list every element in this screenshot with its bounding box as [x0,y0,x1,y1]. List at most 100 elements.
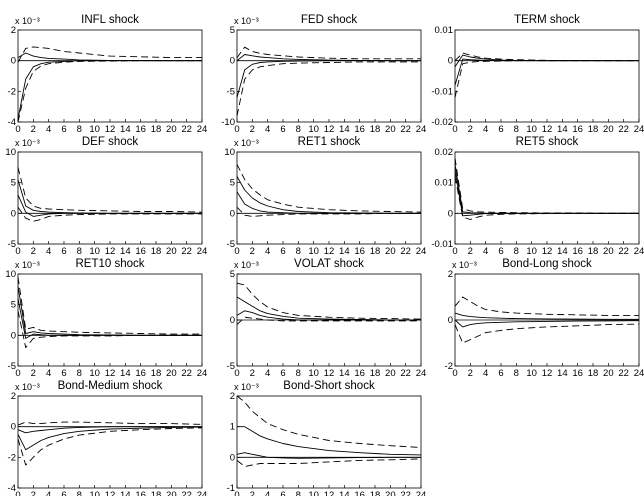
x-tick-label: 2 [468,246,473,257]
x-tick-label: 18 [151,246,162,257]
x-tick-label: 20 [166,246,177,257]
y-tick-label: 1 [230,422,235,433]
x-tick-label: 4 [483,368,488,379]
x-tick-label: 2 [250,490,255,496]
x-tick-label: 6 [280,124,285,135]
solid-series-line-2 [236,176,421,214]
y-tick-label: -0.01 [431,86,453,97]
y-tick-label: 5 [230,25,235,36]
y-tick-label: -10 [221,117,235,128]
x-tick-label: 0 [234,246,239,257]
y-tick-label: -5 [8,239,16,250]
x-tick-label: 2 [250,246,255,257]
solid-series-line-3 [17,298,202,339]
y-tick-label: 5 [11,300,16,311]
x-tick-label: 2 [468,124,473,135]
dashed-series-line-4 [236,206,421,217]
dashed-series-line-1 [17,46,202,63]
axis-exponent-label: x 10⁻³ [234,16,259,26]
x-tick-label: 10 [89,490,100,496]
x-tick-label: 14 [120,368,131,379]
chart-title: Bond-Short shock [283,380,375,392]
x-tick-label: 16 [354,490,365,496]
x-tick-label: 0 [234,124,239,135]
axis-exponent-label: x 10⁻³ [234,382,259,392]
x-tick-label: 0 [452,124,457,135]
axis-exponent-label: x 10⁻³ [234,138,259,148]
x-tick-label: 20 [385,246,396,257]
x-tick-label: 4 [265,490,270,496]
dashed-series-line-4 [236,61,421,116]
x-tick-label: 16 [572,368,583,379]
x-tick-label: 6 [498,124,503,135]
x-tick-label: 2 [31,368,36,379]
x-tick-label: 4 [46,124,51,135]
y-tick-label: 2 [230,391,235,402]
x-tick-label: 12 [542,246,553,257]
x-tick-label: 24 [634,124,644,135]
x-tick-label: 10 [308,490,319,496]
x-tick-label: 22 [618,368,629,379]
dashed-series-line-1 [236,164,422,213]
y-tick-label: 0 [448,208,453,219]
y-tick-label: 0 [230,56,235,67]
axis-exponent-label: x 10⁻³ [234,260,259,270]
solid-series-line-2 [17,52,202,62]
x-tick-label: 2 [468,368,473,379]
y-tick-label: 0 [230,315,235,326]
x-tick-label: 6 [61,246,66,257]
dashed-series-line-4 [17,310,202,349]
solid-series-line-2 [454,312,639,320]
x-tick-label: 14 [120,124,131,135]
y-tick-label: -5 [227,361,235,372]
x-tick-label: 18 [588,246,599,257]
y-tick-label: -5 [8,361,16,372]
dashed-series-line-1 [236,395,422,448]
y-tick-label: -2 [445,361,453,372]
x-tick-label: 4 [265,124,270,135]
y-tick-label: 10 [224,147,235,158]
x-tick-label: 24 [197,124,208,135]
plot-frame [17,273,203,367]
dashed-series-line-1 [454,158,639,214]
x-tick-label: 2 [31,246,36,257]
x-tick-label: 24 [416,246,427,257]
x-tick-label: 20 [603,124,614,135]
x-tick-label: 0 [452,368,457,379]
y-tick-label: 0 [448,315,453,326]
dashed-series-line-1 [236,282,422,320]
dashed-series-line-4 [454,323,640,344]
x-tick-label: 18 [370,246,381,257]
x-tick-label: 10 [526,368,537,379]
x-tick-label: 14 [339,246,350,257]
x-tick-label: 8 [296,124,301,135]
x-tick-label: 20 [603,368,614,379]
x-tick-label: 2 [250,124,255,135]
x-tick-label: 16 [354,368,365,379]
plot-frame [17,29,203,123]
x-tick-label: 4 [46,368,51,379]
chart-title: RET1 shock [298,136,361,148]
x-tick-label: 4 [46,490,51,496]
y-tick-label: -5 [227,86,235,97]
chart-title: RET5 shock [516,136,579,148]
solid-series-line-2 [17,286,202,336]
x-tick-label: 0 [15,490,20,496]
x-tick-label: 12 [542,124,553,135]
y-tick-label: 0 [11,208,16,219]
solid-series-line-2 [17,179,202,214]
x-tick-label: 22 [618,246,629,257]
y-tick-label: 2 [11,25,16,36]
x-tick-label: 10 [308,246,319,257]
x-tick-label: 2 [31,490,36,496]
x-tick-label: 16 [135,490,146,496]
x-tick-label: 12 [324,368,335,379]
x-tick-label: 14 [557,368,568,379]
x-tick-label: 16 [572,246,583,257]
x-tick-label: 16 [135,246,146,257]
y-tick-label: -4 [8,117,16,128]
dashed-series-line-4 [454,60,639,98]
